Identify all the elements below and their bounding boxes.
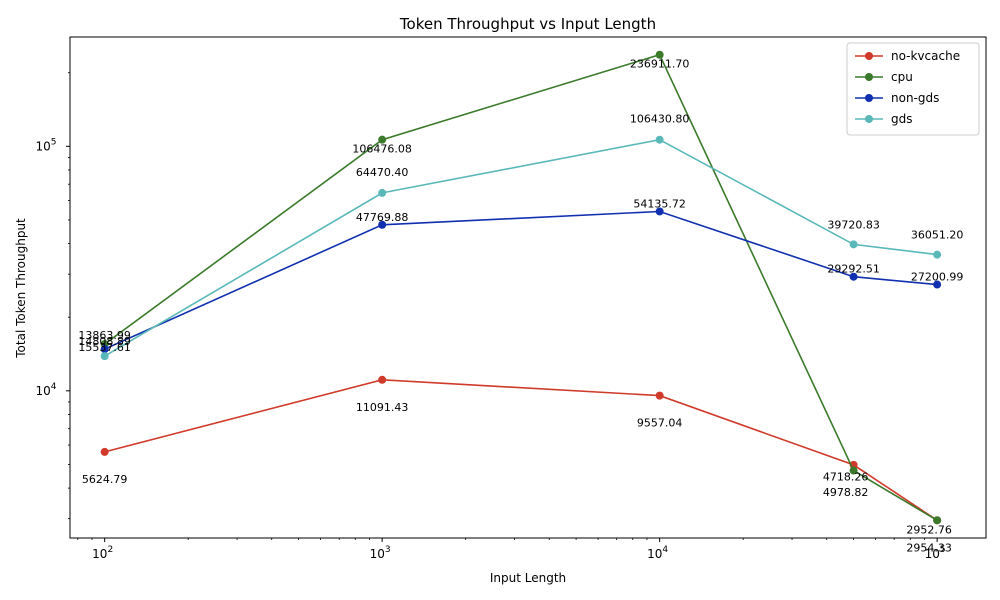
data-label-cpu: 15537.61 xyxy=(78,341,131,354)
data-point-cpu xyxy=(655,50,664,59)
y-axis-label: Total Token Throughput xyxy=(14,218,28,359)
data-point-cpu xyxy=(933,516,942,525)
data-label-gds: 64470.40 xyxy=(356,166,409,179)
data-point-gds xyxy=(100,352,109,361)
data-label-cpu: 106476.08 xyxy=(352,143,412,156)
legend-marker-non-gds xyxy=(865,94,873,102)
data-label-gds: 36051.20 xyxy=(911,229,964,242)
legend-label-non-gds: non-gds xyxy=(891,91,939,105)
data-label-no-kvcache: 9557.04 xyxy=(637,417,683,430)
legend-label-no-kvcache: no-kvcache xyxy=(891,49,960,63)
data-point-non-gds xyxy=(933,280,942,289)
data-point-gds xyxy=(378,188,387,197)
series-line-non-gds xyxy=(104,210,938,350)
data-label-no-kvcache: 4978.82 xyxy=(823,486,869,499)
data-label-non-gds: 47769.88 xyxy=(356,211,409,224)
data-point-non-gds xyxy=(849,272,858,281)
data-label-non-gds: 14808.89 xyxy=(78,335,131,348)
data-point-non-gds xyxy=(655,207,664,216)
x-axis-label: Input Length xyxy=(490,571,566,585)
legend: no-kvcache cpu non-gds gds xyxy=(846,42,980,136)
data-label-non-gds: 27200.99 xyxy=(911,271,964,284)
data-label-gds: 13863.99 xyxy=(78,329,131,342)
data-point-cpu xyxy=(849,466,858,475)
data-point-non-gds xyxy=(378,220,387,229)
legend-marker-cpu xyxy=(865,73,873,81)
data-labels: 5624.79 11091.43 9557.04 4978.82 2952.76 1553… xyxy=(78,58,963,555)
data-point-no-kvcache xyxy=(378,375,387,384)
data-point-gds xyxy=(849,240,858,249)
data-label-no-kvcache: 2952.76 xyxy=(906,523,952,536)
axes: 102 103 104 105 104 105 xyxy=(35,36,987,561)
data-label-no-kvcache: 5624.79 xyxy=(82,473,128,486)
legend-box xyxy=(846,42,980,136)
data-point-no-kvcache xyxy=(100,447,109,456)
data-point-no-kvcache xyxy=(655,391,664,400)
x-tick-label: 103 xyxy=(370,545,391,561)
legend-label-gds: gds xyxy=(891,112,913,126)
data-label-cpu: 236911.70 xyxy=(630,58,690,71)
series-line-no-kvcache xyxy=(104,378,938,521)
data-label-non-gds: 54135.72 xyxy=(633,197,686,210)
legend-marker-gds xyxy=(865,115,873,123)
data-label-cpu: 4718.26 xyxy=(823,471,869,484)
data-point-gds xyxy=(933,250,942,259)
y-tick-label: 104 xyxy=(35,382,56,398)
data-label-gds: 106430.80 xyxy=(630,113,690,126)
data-point-non-gds xyxy=(100,345,109,354)
y-tick-label: 105 xyxy=(35,137,56,153)
x-tick-label: 105 xyxy=(925,545,946,561)
chart-title: Token Throughput vs Input Length xyxy=(399,15,656,33)
plot-frame xyxy=(69,36,987,539)
series-line-gds xyxy=(104,138,938,357)
x-tick-label: 104 xyxy=(647,545,668,561)
x-tick-label: 102 xyxy=(92,545,113,561)
data-label-no-kvcache: 11091.43 xyxy=(356,401,409,414)
legend-label-cpu: cpu xyxy=(891,70,913,84)
series-layer xyxy=(100,50,942,525)
legend-marker-no-kvcache xyxy=(865,52,873,60)
data-label-cpu: 2954.33 xyxy=(906,541,952,554)
data-point-cpu xyxy=(378,135,387,144)
data-label-gds: 39720.83 xyxy=(827,218,880,231)
data-point-gds xyxy=(655,135,664,144)
data-label-non-gds: 29292.51 xyxy=(827,263,880,276)
